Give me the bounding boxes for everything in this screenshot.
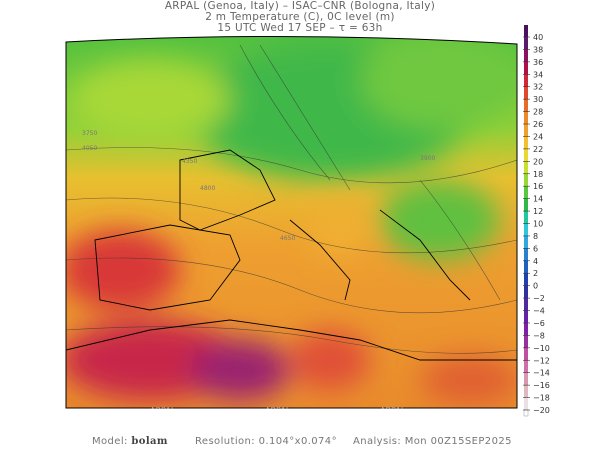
colorbar-segment — [524, 61, 528, 75]
watermarks: ARPAL ARPAL ARPAL — [150, 406, 406, 415]
colorbar-tick-label: −4 — [533, 307, 545, 316]
contour-label: 3750 — [82, 130, 97, 137]
colorbar-segment — [524, 198, 528, 212]
colorbar-segment — [524, 25, 528, 37]
colorbar-tick-label: 30 — [533, 95, 543, 104]
contour-label: 4350 — [182, 158, 197, 165]
colorbar-tick-label: 40 — [533, 33, 543, 42]
colorbar-tick-label: −6 — [533, 319, 545, 328]
contour-label: 4650 — [280, 235, 295, 242]
contour-label: 4050 — [82, 145, 97, 152]
colorbar-segment — [524, 372, 528, 386]
colorbar-tick-label: 38 — [533, 45, 543, 54]
colorbar-tick-label: 22 — [533, 145, 543, 154]
colorbar-segment — [524, 74, 528, 87]
colorbar-tick-label: 34 — [533, 70, 543, 79]
colorbar-tick-label: 32 — [533, 83, 543, 92]
colorbar-segment — [524, 37, 528, 50]
svg-text:ARPAL: ARPAL — [150, 406, 176, 415]
colorbar-segment — [524, 248, 528, 261]
colorbar-segment — [524, 310, 528, 323]
contour-label: 3900 — [420, 155, 435, 162]
colorbar-segment — [524, 260, 528, 274]
footer-analysis: Analysis: Mon 00Z15SEP2025 — [353, 436, 512, 447]
contour-label: 4800 — [200, 185, 215, 192]
colorbar-tick-label: −10 — [533, 344, 550, 353]
colorbar-segment — [524, 235, 528, 249]
colorbar-tick-label: 18 — [533, 170, 543, 179]
colorbar-tick-label: 24 — [533, 132, 543, 141]
colorbar-segment — [524, 86, 528, 100]
colorbar-segment — [524, 360, 528, 373]
title-line-3: 15 UTC Wed 17 SEP – τ = 63h — [217, 22, 383, 34]
colorbar-segment — [524, 186, 528, 199]
colorbar-segment — [524, 136, 528, 149]
colorbar-segment — [523, 409, 529, 417]
colorbar-tick-label: −14 — [533, 369, 550, 378]
colorbar-tick-label: 28 — [533, 108, 543, 117]
colorbar-tick-label: 0 — [533, 282, 538, 291]
colorbar-segment — [524, 335, 528, 348]
colorbar-segment — [524, 223, 528, 236]
colorbar-tick-label: −12 — [533, 356, 550, 365]
colorbar-segment — [524, 285, 528, 299]
colorbar-tick-label: 26 — [533, 120, 543, 129]
colorbar-tick-label: 16 — [533, 182, 543, 191]
svg-text:ARPAL: ARPAL — [265, 406, 291, 415]
colorbar-segment — [524, 298, 528, 311]
colorbar-tick-label: −8 — [533, 331, 545, 340]
colorbar-segment — [524, 173, 528, 187]
title-line-1: ARPAL (Genoa, Italy) – ISAC–CNR (Bologna… — [164, 0, 436, 12]
colorbar-segment — [524, 161, 528, 174]
colorbar-tick-label: 6 — [533, 244, 538, 253]
footer-model: Model: bolam — [92, 436, 168, 447]
footer-resolution: Resolution: 0.104°x0.074° — [195, 436, 337, 447]
colorbar-segment — [524, 385, 528, 398]
colorbar-tick-label: 4 — [533, 257, 538, 266]
map-field — [66, 36, 517, 408]
coastlines — [66, 149, 517, 361]
contour-lines — [66, 44, 517, 354]
colorbar-tick-label: 14 — [533, 195, 543, 204]
colorbar-segment — [524, 148, 528, 162]
colorbar-segment — [524, 347, 528, 361]
colorbar-tick-label: −18 — [533, 394, 550, 403]
colorbar-tick-label: 10 — [533, 220, 543, 229]
colorbar-segment — [524, 111, 528, 125]
colorbar-segment — [524, 124, 528, 137]
colorbar-tick-label: 8 — [533, 232, 538, 241]
svg-text:ARPAL: ARPAL — [380, 406, 406, 415]
colorbar-segment — [524, 99, 528, 112]
colorbar-tick-label: 2 — [533, 269, 538, 278]
contour-labels: 4350 4800 3750 4050 4650 3900 — [82, 130, 435, 242]
map-frame — [65, 35, 518, 409]
colorbar-segment — [524, 273, 528, 286]
colorbar-tick-label: 20 — [533, 157, 543, 166]
colorbar-segment — [524, 49, 528, 62]
colorbar-tick-label: 12 — [533, 207, 543, 216]
colorbar-segment — [524, 211, 528, 224]
colorbar-tick-label: −2 — [533, 294, 545, 303]
colorbar-segment — [524, 322, 528, 336]
colorbar-segment — [524, 397, 528, 410]
colorbar-tick-label: 36 — [533, 58, 543, 67]
title-line-2: 2 m Temperature (C), 0C level (m) — [205, 11, 395, 23]
colorbar-tick-label: −16 — [533, 381, 550, 390]
colorbar-tick-label: −20 — [533, 406, 550, 415]
